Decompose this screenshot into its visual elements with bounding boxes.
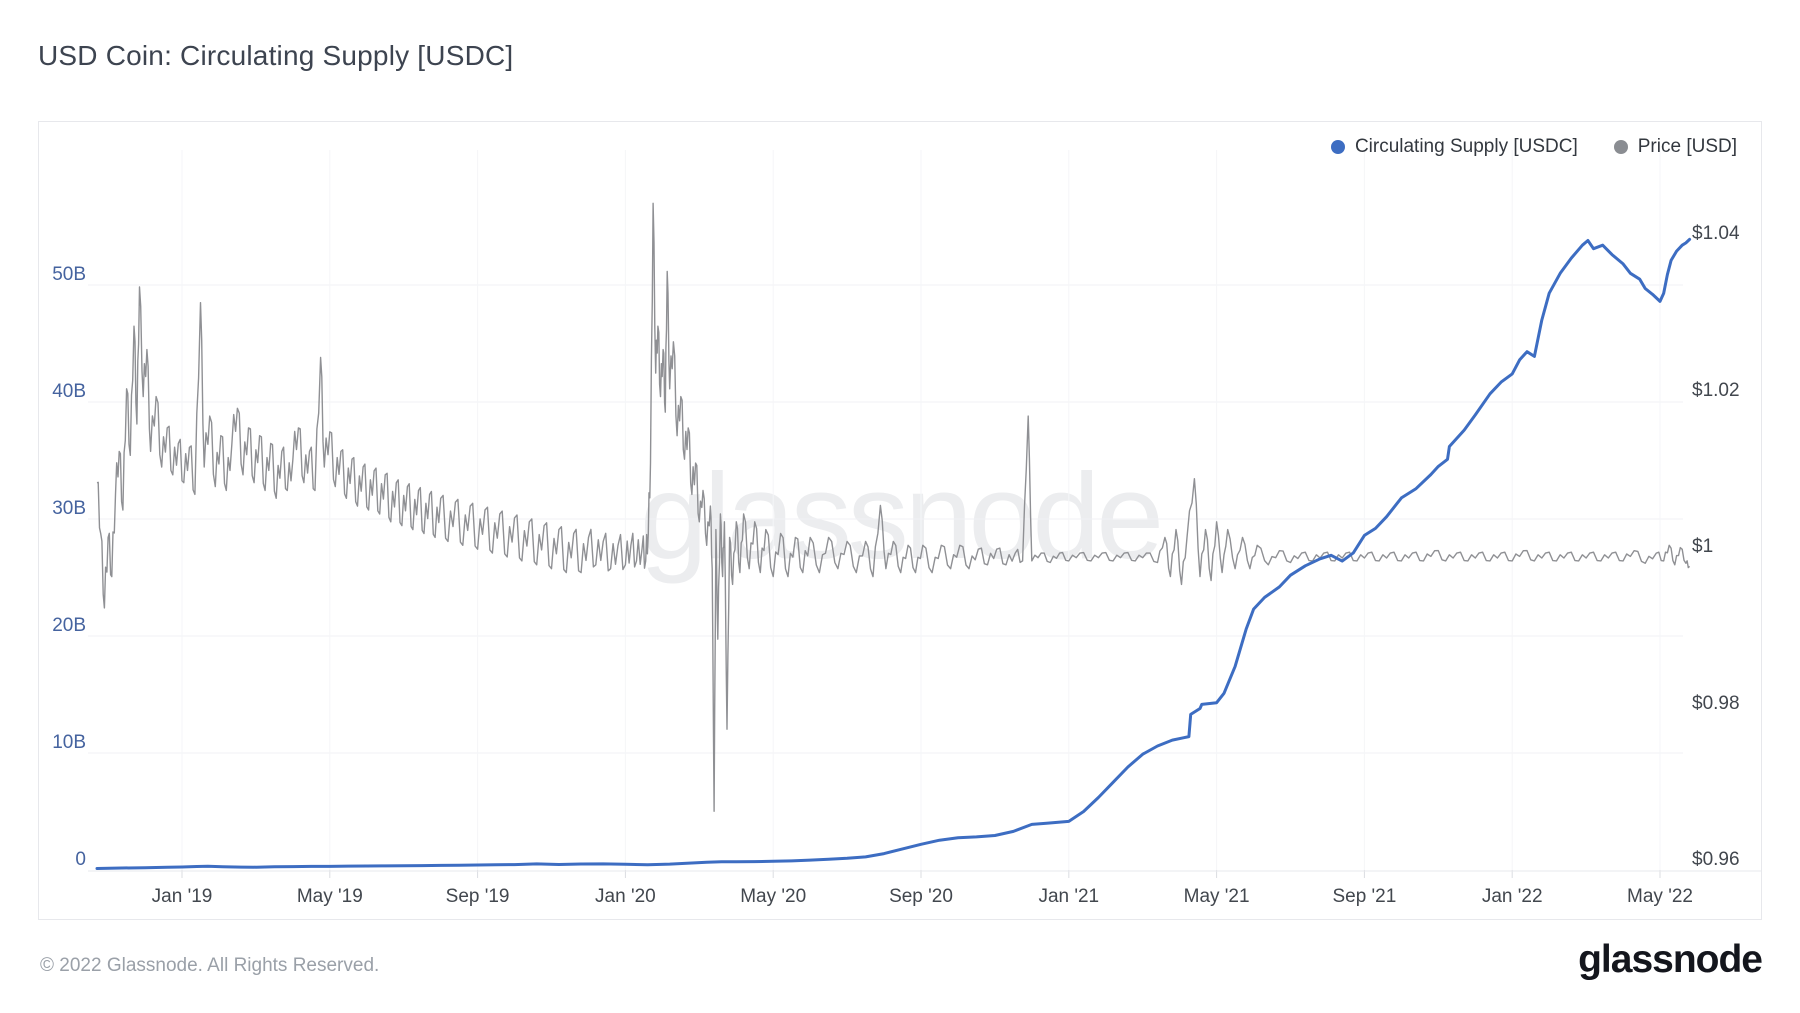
- circulating-supply-line-series: [95, 237, 1692, 870]
- chart-legend: Circulating Supply [USDC] Price [USD]: [1330, 136, 1737, 158]
- left-axis-tick-0: 0: [75, 849, 86, 870]
- x-axis-tick-0: Jan '19: [151, 886, 213, 907]
- x-axis-tick-4: May '20: [740, 886, 807, 907]
- legend-item-1[interactable]: Price [USD]: [1613, 136, 1737, 158]
- x-axis-tick-7: May '21: [1183, 886, 1250, 907]
- x-axis-tick-3: Jan '20: [595, 886, 656, 907]
- left-axis-tick-50B: 50B: [52, 264, 86, 285]
- right-axis-tick-$0.98: $0.98: [1692, 692, 1740, 714]
- page-title: USD Coin: Circulating Supply [USDC]: [38, 40, 514, 71]
- footer-copyright: © 2022 Glassnode. All Rights Reserved.: [40, 955, 380, 976]
- legend-item-0[interactable]: Circulating Supply [USDC]: [1330, 136, 1578, 158]
- left-axis-tick-20B: 20B: [52, 615, 86, 636]
- left-axis-tick-40B: 40B: [52, 381, 86, 402]
- x-axis-tick-5: Sep '20: [889, 886, 953, 907]
- legend-label: Price [USD]: [1637, 136, 1737, 157]
- right-axis-tick-$1.02: $1.02: [1692, 379, 1740, 401]
- price-line-series: [96, 202, 1691, 812]
- x-axis-tick-2: Sep '19: [445, 886, 510, 907]
- x-axis-tick-9: Jan '22: [1481, 886, 1543, 907]
- x-axis-tick-6: Jan '21: [1038, 886, 1100, 907]
- legend-label: Circulating Supply [USDC]: [1354, 136, 1578, 157]
- legend-dot-icon: [1330, 140, 1345, 154]
- right-axis-tick-$0.96: $0.96: [1692, 849, 1740, 870]
- x-axis-tick-8: Sep '21: [1332, 886, 1397, 907]
- left-axis-tick-30B: 30B: [52, 498, 86, 519]
- chart-card: [38, 121, 1762, 920]
- x-axis-tick-1: May '19: [296, 886, 363, 907]
- right-axis-tick-$1: $1: [1692, 536, 1714, 557]
- x-axis-tick-10: May '22: [1627, 886, 1693, 907]
- legend-dot-icon: [1613, 140, 1628, 154]
- left-axis-tick-10B: 10B: [52, 732, 86, 753]
- glassnode-logo: glassnode: [1578, 938, 1763, 981]
- right-axis-tick-$1.04: $1.04: [1692, 223, 1740, 244]
